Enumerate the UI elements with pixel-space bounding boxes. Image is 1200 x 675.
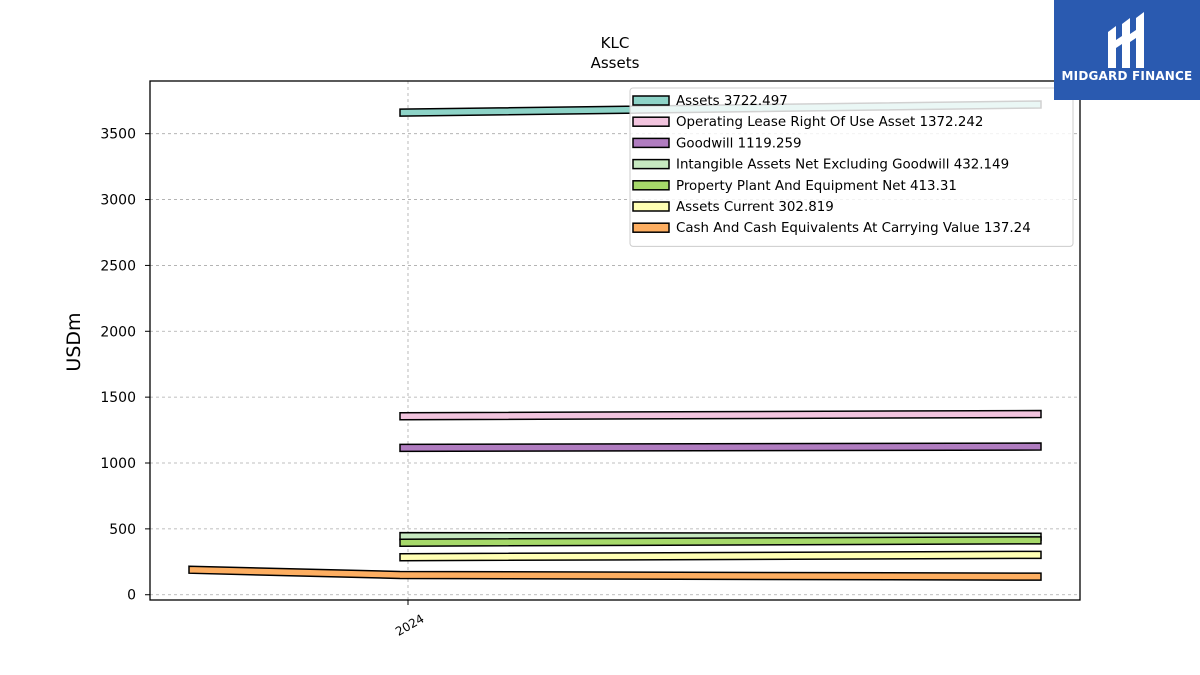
series-band — [188, 565, 1042, 581]
legend-swatch — [632, 180, 670, 191]
y-axis-label: USDm — [63, 312, 85, 371]
y-tick-label: 500 — [109, 522, 136, 538]
legend-entry-label: Assets Current 302.819 — [676, 200, 834, 215]
chart-title: KLC — [601, 34, 630, 52]
legend-entry-label: Assets 3722.497 — [676, 94, 788, 109]
y-tick-label: 1500 — [100, 390, 136, 406]
y-tick-label: 2000 — [100, 324, 136, 340]
x-axis-ticks: 2024 — [393, 600, 427, 639]
legend-swatch — [632, 158, 670, 170]
series-bands — [188, 100, 1042, 581]
y-axis-ticks: 0 500 1000 1500 2000 2500 3000 3500 — [100, 127, 150, 604]
legend-box — [629, 87, 1074, 247]
brand-logo-text: MIDGARD FINANCE — [1061, 69, 1193, 83]
y-tick-label: 1000 — [100, 456, 136, 472]
plot-area-frame — [149, 80, 1081, 601]
series-band — [399, 442, 1042, 453]
legend-entry-label: Property Plant And Equipment Net 413.31 — [676, 179, 957, 194]
series-band — [399, 536, 1042, 547]
legend-entry-label: Cash And Cash Equivalents At Carrying Va… — [676, 221, 1031, 236]
y-tick-label: 2500 — [100, 258, 136, 274]
series-band — [399, 409, 1042, 421]
legend-swatch — [632, 137, 670, 149]
y-tick-label: 3500 — [100, 127, 136, 143]
legend-entry-label: Intangible Assets Net Excluding Goodwill… — [676, 158, 1009, 173]
chart-subtitle: Assets — [591, 54, 640, 72]
x-tick-label: 2024 — [393, 611, 426, 638]
brand-logo-icon — [1108, 12, 1144, 68]
legend-entry-label: Goodwill 1119.259 — [676, 136, 802, 151]
series-band — [399, 550, 1042, 562]
legend-swatch — [632, 95, 670, 106]
y-tick-label: 0 — [127, 588, 136, 604]
legend-swatch — [632, 222, 670, 233]
legend: Assets 3722.497 Operating Lease Right Of … — [629, 87, 1074, 247]
legend-entry-label: Operating Lease Right Of Use Asset 1372.… — [676, 115, 983, 130]
legend-swatch — [632, 201, 670, 212]
legend-swatch — [632, 116, 670, 127]
brand-logo: MIDGARD FINANCE — [1054, 0, 1200, 100]
y-tick-label: 3000 — [100, 193, 136, 209]
